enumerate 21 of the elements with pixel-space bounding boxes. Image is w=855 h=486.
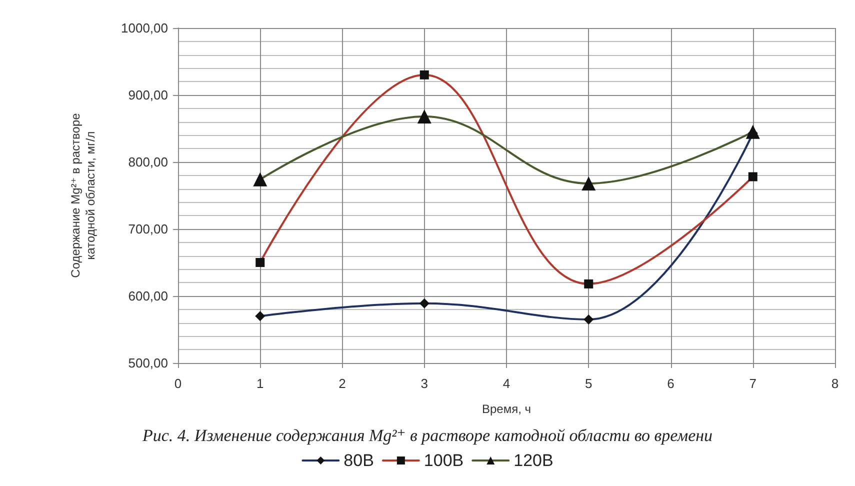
x-tick-label: 8 [831, 376, 839, 391]
x-axis-title: Время, ч [482, 402, 532, 416]
y-tick-label: 500,00 [128, 356, 168, 370]
y-axis-title: Содержание Mg²⁺ в растворе катодной области, мг/л [68, 112, 98, 278]
x-tick-label: 2 [338, 376, 346, 391]
x-tick-label: 1 [256, 376, 264, 391]
x-tick-label: 4 [502, 376, 510, 391]
y-tick-label: 600,00 [128, 288, 168, 304]
legend-label: 80В [344, 451, 374, 470]
x-tick-label: 5 [585, 376, 592, 391]
text: Рис. 4. Изменение содержания Mg²⁺ в растворе катодной области во времени [141, 426, 713, 445]
y-tick-label: 800,00 [128, 154, 168, 170]
y-tick-label: 900,00 [128, 88, 168, 102]
x-tick-label: 7 [749, 376, 756, 391]
x-tick-label: 3 [420, 376, 428, 391]
legend-label: 100В [424, 451, 464, 470]
legend-label: 120В [514, 451, 554, 470]
x-tick-label: 0 [174, 376, 182, 391]
y-tick-label: 700,00 [128, 222, 168, 236]
x-tick-label: 6 [667, 376, 674, 391]
y-tick-label: 1000,00 [121, 20, 168, 36]
